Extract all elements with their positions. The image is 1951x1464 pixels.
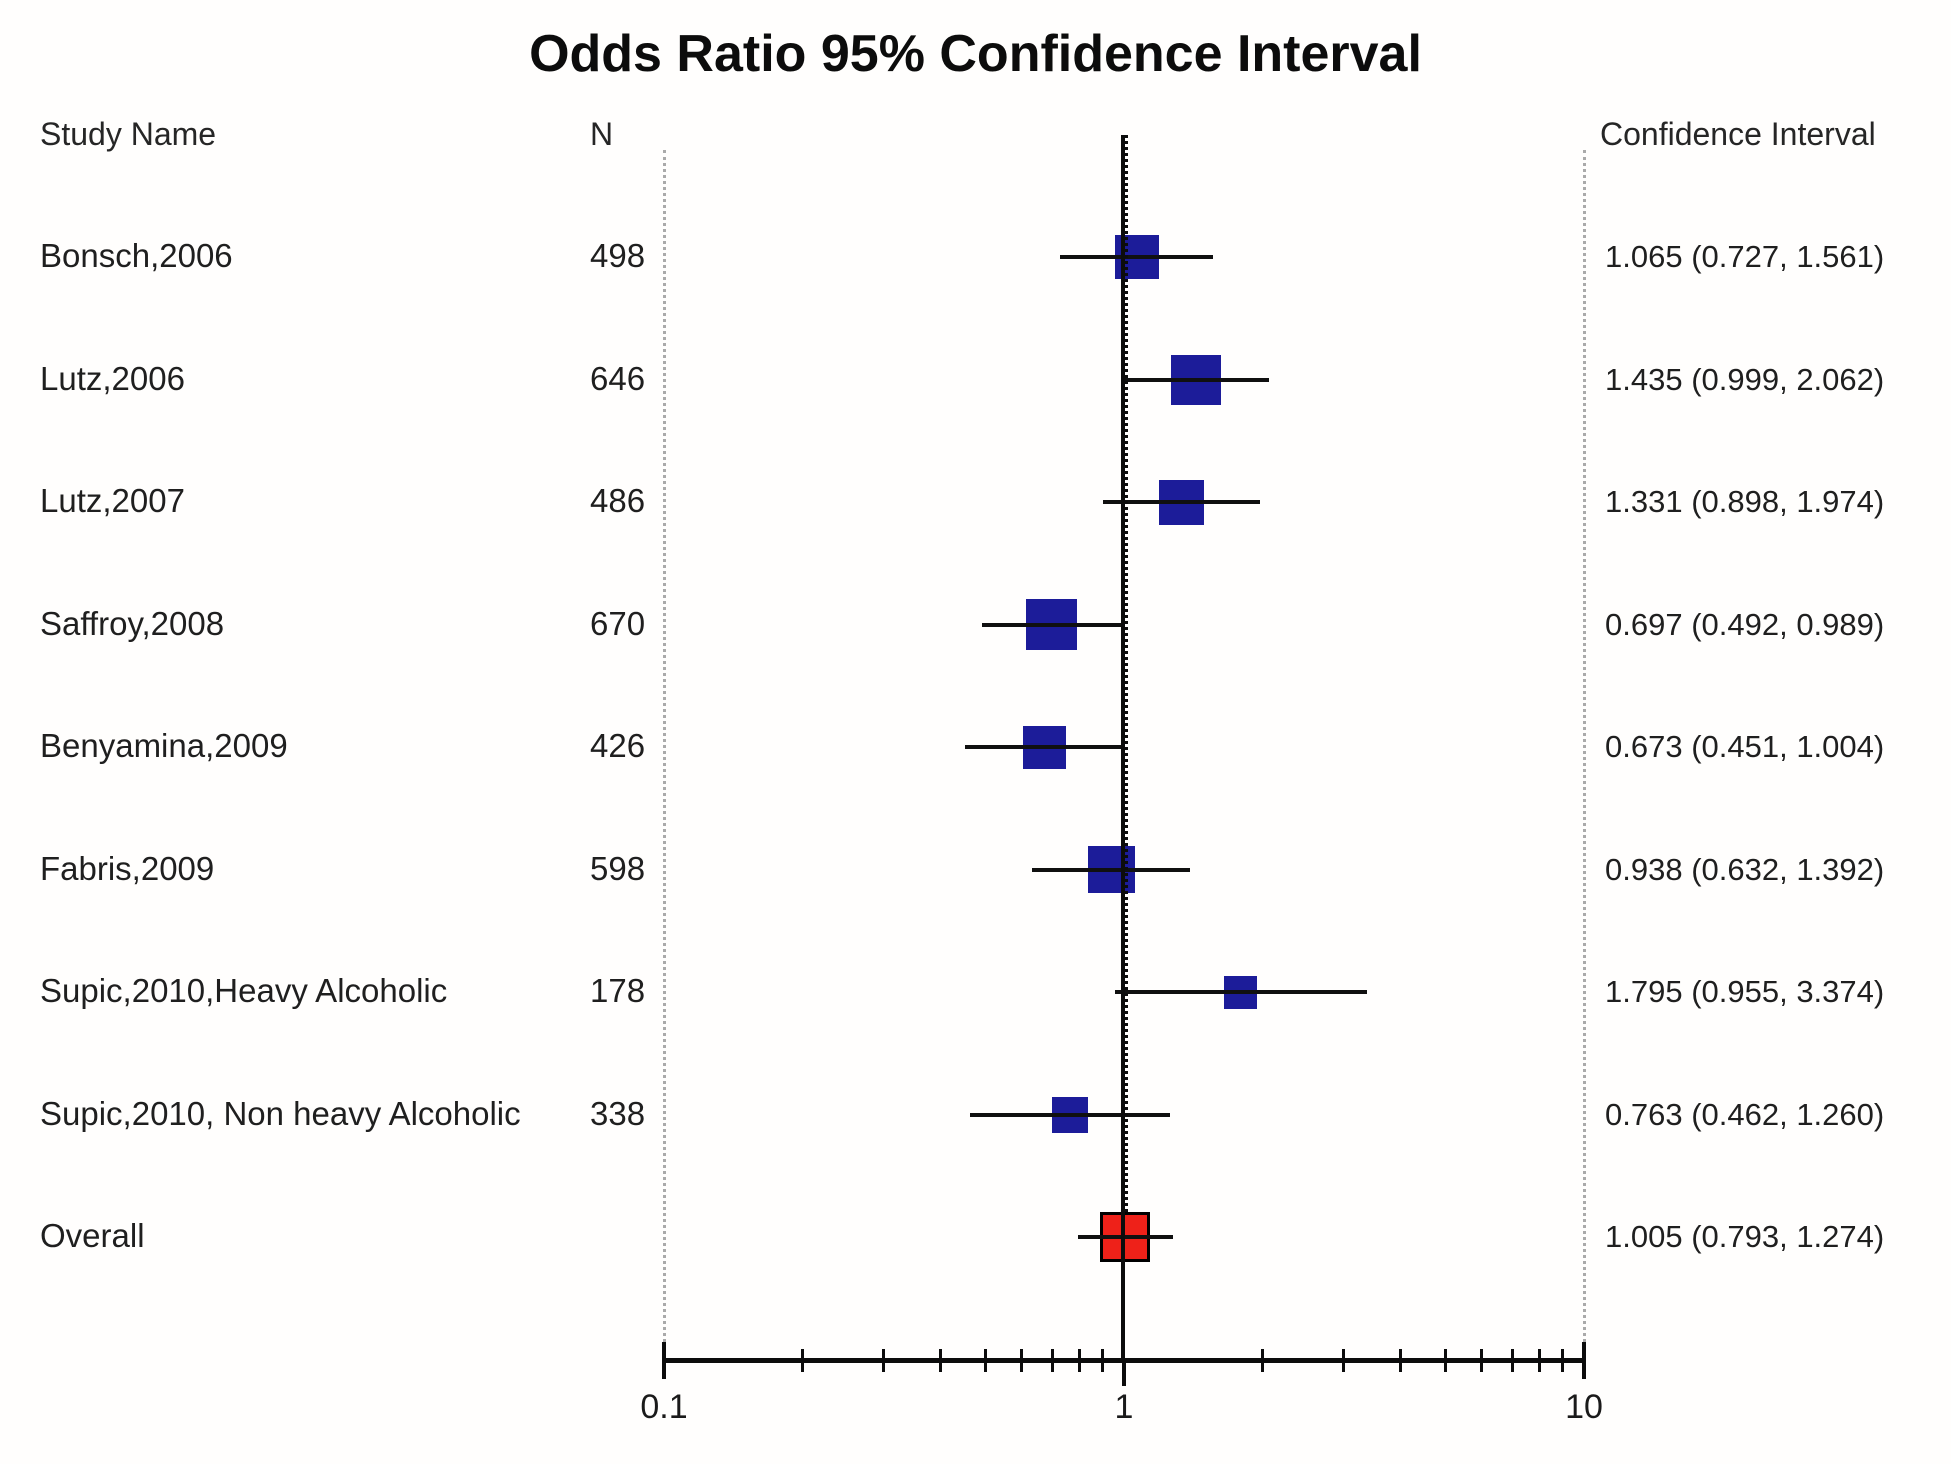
ci-line (1032, 868, 1190, 872)
x-axis-minor-tick (1480, 1349, 1483, 1372)
ci-line (982, 623, 1121, 627)
study-label: Saffroy,2008 (40, 605, 225, 642)
ci-text: 0.697 (0.492, 0.989) (1605, 607, 1885, 642)
ci-text: 1.795 (0.955, 3.374) (1605, 974, 1885, 1009)
x-axis-minor-tick (1538, 1349, 1541, 1372)
x-axis-end-tick (662, 1342, 666, 1379)
x-axis-minor-tick (1399, 1349, 1402, 1372)
study-label: Lutz,2007 (40, 482, 185, 519)
study-n: 598 (590, 850, 646, 887)
x-axis-minor-tick (1078, 1349, 1081, 1372)
x-axis-minor-tick (1342, 1349, 1345, 1372)
plot-boundary-dotted-line (1583, 150, 1586, 1360)
study-label: Lutz,2006 (40, 360, 185, 397)
ci-text: 1.331 (0.898, 1.974) (1605, 484, 1885, 519)
plot-boundary-dotted-line (663, 150, 666, 1360)
column-header-n: N (590, 116, 614, 152)
study-n: 670 (590, 605, 646, 642)
study-label: Overall (40, 1217, 145, 1254)
x-axis-tick-label: 10 (1565, 1388, 1603, 1426)
study-n: 498 (590, 237, 646, 274)
ci-text: 0.938 (0.632, 1.392) (1605, 852, 1885, 887)
ci-line (1124, 378, 1269, 382)
ci-line (1060, 255, 1213, 259)
ci-text: 0.763 (0.462, 1.260) (1605, 1097, 1885, 1132)
study-n: 646 (590, 360, 646, 397)
ci-text: 1.435 (0.999, 2.062) (1605, 362, 1885, 397)
column-header-confidence-interval: Confidence Interval (1600, 116, 1876, 152)
ci-text: 1.065 (0.727, 1.561) (1605, 239, 1885, 274)
study-n: 338 (590, 1095, 646, 1132)
x-axis-minor-tick (1261, 1349, 1264, 1372)
reference-line (1121, 135, 1125, 1360)
ci-text: 1.005 (0.793, 1.274) (1605, 1219, 1885, 1254)
study-label: Benyamina,2009 (40, 727, 288, 764)
chart-title: Odds Ratio 95% Confidence Interval (529, 25, 1422, 83)
study-n: 178 (590, 972, 646, 1009)
column-header-study-name: Study Name (40, 116, 217, 152)
x-axis-tick-label: 0.1 (640, 1388, 688, 1426)
x-axis-minor-tick (1020, 1349, 1023, 1372)
study-label: Bonsch,2006 (40, 237, 233, 274)
x-axis-minor-tick (939, 1349, 942, 1372)
x-axis-tick-label: 1 (1114, 1388, 1134, 1426)
study-n: 486 (590, 482, 646, 519)
ci-line (965, 745, 1125, 749)
x-axis-minor-tick (801, 1349, 804, 1372)
x-axis-end-tick (1582, 1342, 1586, 1379)
x-axis-minor-tick (1561, 1349, 1564, 1372)
study-label: Fabris,2009 (40, 850, 215, 887)
ci-line (1103, 500, 1260, 504)
study-n: 426 (590, 727, 646, 764)
x-axis-minor-tick (1051, 1349, 1054, 1372)
x-axis-minor-tick (1511, 1349, 1514, 1372)
ci-line (1078, 1235, 1173, 1239)
ci-line (970, 1113, 1170, 1117)
x-axis-minor-tick (882, 1349, 885, 1372)
x-axis-minor-tick (984, 1349, 987, 1372)
ci-text: 0.673 (0.451, 1.004) (1605, 729, 1885, 764)
reference-line-dotted (1125, 135, 1128, 1212)
x-axis-center-tick (1122, 1360, 1126, 1386)
ci-line (1115, 990, 1367, 994)
x-axis-minor-tick (1101, 1349, 1104, 1372)
x-axis-minor-tick (1444, 1349, 1447, 1372)
study-label: Supic,2010,Heavy Alcoholic (40, 972, 448, 1009)
study-label: Supic,2010, Non heavy Alcoholic (40, 1095, 521, 1132)
